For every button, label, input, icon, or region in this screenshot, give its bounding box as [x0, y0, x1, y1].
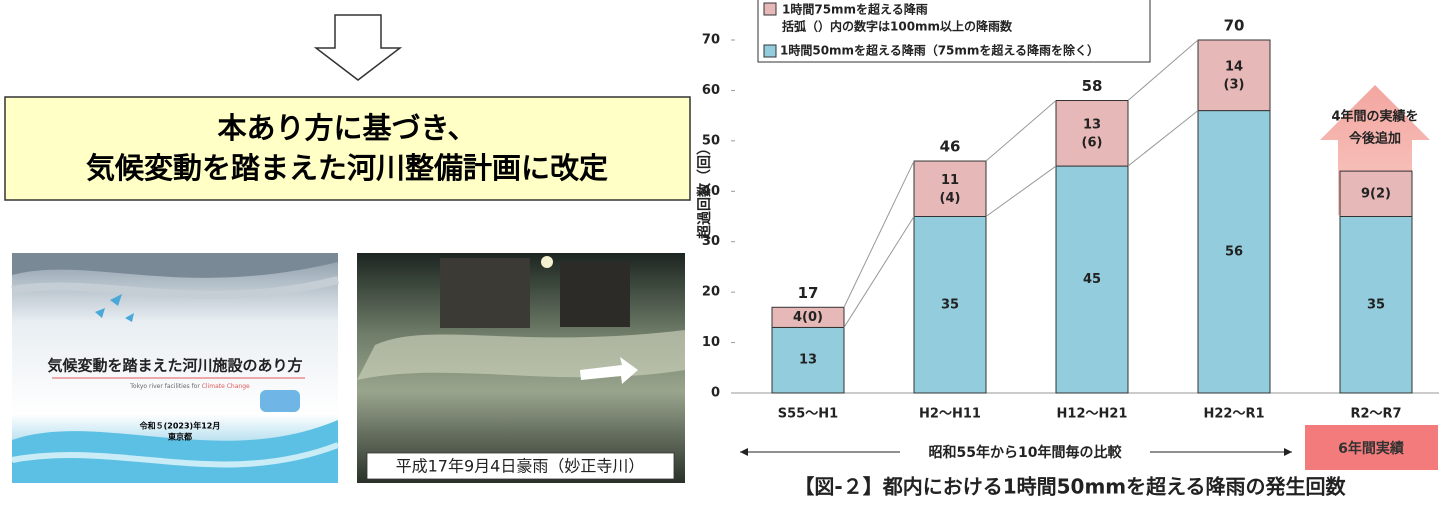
y-tick-label: 20 — [702, 285, 720, 300]
cover-title: 気候変動を踏まえた河川施設のあり方 — [47, 357, 302, 375]
bar-segment — [913, 160, 987, 217]
highlight-box — [4, 96, 691, 201]
value-label-line: (6) — [1082, 135, 1103, 150]
down-arrow — [313, 14, 403, 81]
legend-label: 1時間50mmを超える降雨（75mmを超える降雨を除く） — [780, 43, 1099, 58]
bar-segment — [771, 306, 845, 328]
figure-caption: 【図-２】都内における1時間50mmを超える降雨の発生回数 — [794, 475, 1346, 499]
value-label: 9(2) — [1361, 186, 1391, 201]
y-tick-label: 70 — [702, 33, 720, 48]
arrow-note: 4年間の実績を — [1331, 109, 1418, 125]
legend-label: 1時間75mmを超える降雨 — [782, 2, 928, 17]
cover-subtitle: Tokyo river facilities for Climate Chang… — [129, 383, 250, 390]
value-label-line: 13 — [1083, 117, 1101, 132]
value-label: 56 — [1225, 244, 1243, 259]
bar-segment — [1055, 165, 1129, 394]
total-label: 58 — [1082, 77, 1103, 95]
value-label: 13 — [799, 353, 817, 368]
legend-note: 括弧（）内の数字は100mm以上の降雨数 — [782, 19, 1013, 34]
note-box — [1305, 425, 1438, 470]
y-tick-label: 0 — [711, 386, 720, 401]
y-tick-label: 60 — [702, 83, 720, 98]
legend-swatch — [763, 44, 777, 58]
y-tick-label: 30 — [702, 234, 720, 249]
y-tick-label: 40 — [702, 184, 720, 199]
value-label-line: 14 — [1225, 59, 1243, 74]
x-tick-label: R2～R7 — [1350, 407, 1401, 422]
total-label: 70 — [1224, 17, 1245, 35]
connector — [1127, 110, 1199, 167]
cover-subtitle-part: Tokyo river facilities for — [129, 383, 201, 390]
bar-segment — [1339, 170, 1413, 218]
connector — [843, 160, 915, 308]
photo-caption: 平成17年9月4日豪雨（妙正寺川） — [396, 457, 645, 476]
box-line: 本あり方に基づき、 — [218, 111, 477, 145]
value-label: 11 (4) — [940, 172, 961, 205]
connector — [985, 165, 1057, 217]
arrow-note: 今後追加 — [1349, 131, 1401, 147]
x-tick-label: H2～H11 — [919, 407, 981, 422]
value-label: 14 (3) — [1224, 59, 1245, 92]
y-tick-label: 50 — [702, 133, 720, 148]
legend-swatch — [763, 2, 777, 16]
note-box-text: 6年間実績 — [1338, 440, 1405, 457]
total-label: 46 — [940, 138, 961, 156]
x-tick-label: H22～R1 — [1203, 407, 1264, 422]
legend: 1時間75mmを超える降雨 括弧（）内の数字は100mm以上の降雨数 1時間50… — [757, 0, 1151, 63]
connector — [843, 216, 915, 328]
connector — [1127, 39, 1199, 101]
bar-segment — [1055, 100, 1129, 167]
cover-thumbnail: 気候変動を踏まえた河川施設のあり方 Tokyo river facilities… — [11, 253, 340, 483]
value-label: 4(0) — [793, 310, 823, 325]
value-label: 35 — [941, 297, 959, 312]
x-tick-label: H12～H21 — [1057, 407, 1128, 422]
x-tick-label: S55～H1 — [778, 407, 838, 422]
y-tick-label: 10 — [702, 335, 720, 350]
value-label-line: (4) — [940, 190, 961, 205]
y-axis-label: 超過回数（回） — [696, 141, 713, 240]
value-label: 35 — [1367, 297, 1385, 312]
bar-segment — [1197, 110, 1271, 394]
value-label: 45 — [1083, 272, 1101, 287]
cover-date: 令和５(2023)年12月 — [140, 421, 221, 431]
x-label-arrowhead — [1284, 448, 1292, 456]
bar-segment — [1197, 39, 1271, 112]
total-label: 17 — [798, 284, 819, 302]
cover-author: 東京都 — [168, 432, 192, 442]
value-label-line: 11 — [941, 172, 959, 187]
x-axis-label: 昭和55年から10年間毎の比較 — [929, 444, 1123, 461]
cover-subtitle-part: Climate Change — [202, 383, 250, 390]
x-label-arrowhead — [740, 448, 748, 456]
connector — [985, 100, 1057, 162]
value-label: 13 (6) — [1082, 117, 1103, 150]
value-label-line: (3) — [1224, 77, 1245, 92]
bar-segment — [913, 216, 987, 394]
box-line: 気候変動を踏まえた河川整備計画に改定 — [86, 151, 608, 185]
flood-photo: 平成17年9月4日豪雨（妙正寺川） — [357, 253, 685, 483]
